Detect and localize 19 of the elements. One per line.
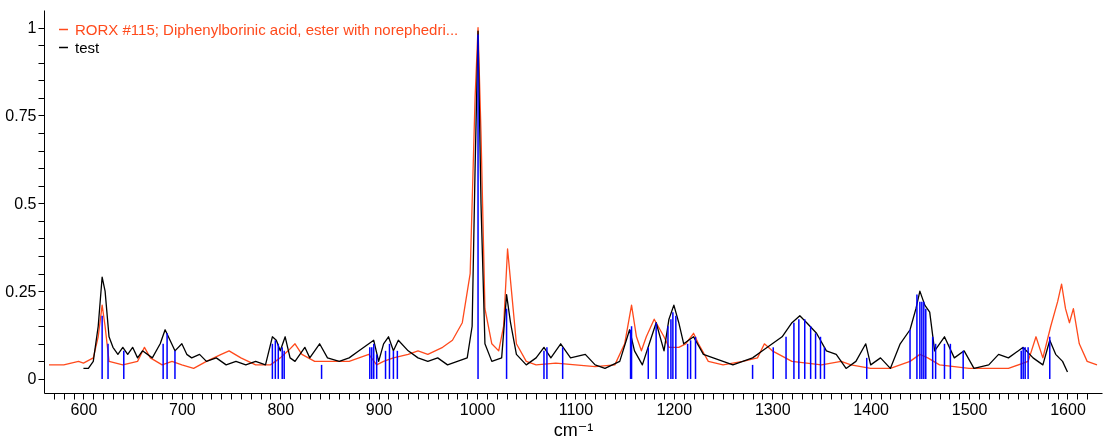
y-tick-label: 1 [27, 19, 37, 37]
x-tick-label: 700 [168, 400, 196, 418]
x-tick-label: 800 [267, 400, 295, 418]
legend-label: RORX #115; Diphenylborinic acid, ester with norephedri... [75, 20, 459, 38]
y-tick-label: 0 [27, 370, 37, 388]
x-tick-label: 1000 [459, 400, 496, 418]
x-tick-label: 900 [365, 400, 393, 418]
y-tick-label: 0.25 [5, 282, 37, 300]
x-tick-label: 600 [70, 400, 98, 418]
x-axis-title: cm⁻¹ [553, 419, 594, 440]
y-tick-label: 0.75 [5, 106, 37, 124]
legend-label: test [75, 38, 101, 56]
x-tick-label: 1400 [853, 400, 890, 418]
x-tick-label: 1500 [951, 400, 988, 418]
x-tick-label: 1300 [754, 400, 791, 418]
y-tick-label: 0.5 [14, 194, 37, 212]
x-tick-label: 1200 [656, 400, 693, 418]
x-tick-label: 1100 [558, 400, 594, 418]
x-tick-label: 1600 [1050, 400, 1086, 418]
